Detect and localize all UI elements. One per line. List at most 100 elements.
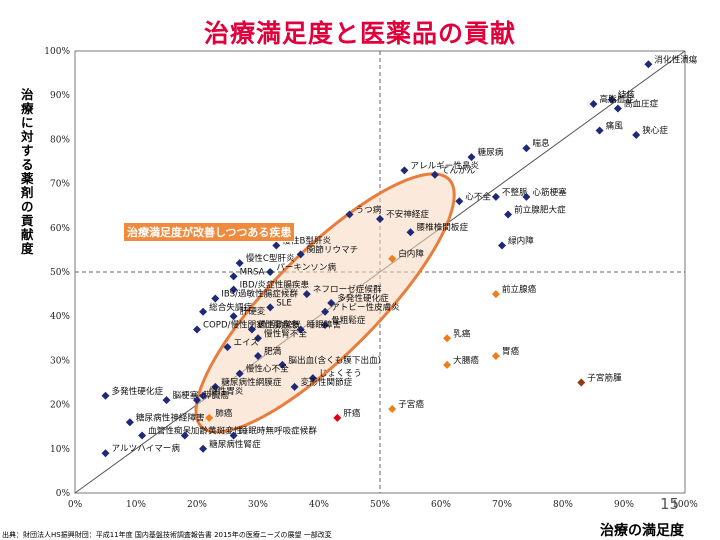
- data-label: MRSA: [240, 267, 265, 277]
- x-tick-label: 70%: [492, 500, 512, 510]
- data-label: 血管性痴呆: [148, 425, 191, 437]
- data-label: 胃癌: [502, 345, 520, 357]
- data-point: [467, 153, 476, 162]
- y-tick-label: 30%: [50, 356, 70, 366]
- data-label: 肝癌: [343, 407, 361, 419]
- data-point: [193, 396, 201, 405]
- data-point: [101, 449, 110, 458]
- data-point: [278, 360, 287, 369]
- x-tick-label: 60%: [431, 500, 451, 510]
- data-point: [211, 294, 220, 303]
- y-tick-label: 40%: [50, 312, 70, 322]
- chart-title: 治療満足度と医薬品の貢献: [203, 19, 516, 48]
- data-point: [443, 334, 452, 343]
- data-label: 慢性腎不全: [264, 327, 307, 339]
- data-label: 糖尿病性神経障害: [136, 411, 205, 423]
- data-point: [272, 241, 281, 250]
- data-point: [491, 192, 500, 201]
- x-tick-label: 50%: [370, 500, 390, 510]
- data-point: [247, 325, 256, 334]
- data-label: 糖尿病: [478, 146, 504, 158]
- data-point: [223, 343, 232, 352]
- data-point: [229, 272, 238, 281]
- data-point: [321, 307, 330, 316]
- data-label: 脳出血(含くも膜下出血): [288, 354, 381, 366]
- data-label: 前立腺肥大症: [514, 204, 566, 216]
- data-label: 加齢黄斑変性: [191, 425, 243, 437]
- y-tick-label: 60%: [50, 224, 70, 234]
- data-label: 過活動膀胱: [258, 318, 301, 330]
- data-label: 子宮筋腫: [587, 372, 622, 384]
- data-label: 高血圧症: [624, 97, 659, 109]
- data-point: [296, 250, 305, 259]
- data-label: うつ病: [356, 204, 382, 216]
- data-label: SLE: [276, 298, 292, 308]
- data-label: 脳梗塞: [173, 389, 199, 401]
- data-point: [235, 369, 244, 378]
- data-point: [333, 413, 342, 422]
- data-label: 睡眠時無呼吸症候群: [240, 425, 318, 437]
- y-tick-label: 80%: [50, 135, 70, 145]
- data-label: 狭心症: [642, 124, 668, 136]
- data-label: 肥満: [264, 346, 282, 357]
- x-axis-label: 治療の満足度: [600, 523, 684, 539]
- x-tick-label: 90%: [614, 500, 634, 510]
- data-label: 大腸癌: [453, 354, 479, 366]
- data-label: 肝硬変: [240, 305, 266, 317]
- y-tick-label: 10%: [50, 445, 70, 455]
- data-point: [101, 391, 110, 400]
- data-point: [455, 197, 464, 206]
- data-label: 関節リウマチ: [307, 243, 359, 255]
- data-label: COPD/慢性閉塞性肺疾患: [203, 318, 300, 330]
- data-label: 多発性硬化症: [337, 292, 389, 304]
- data-point: [577, 378, 586, 387]
- data-point: [430, 170, 439, 179]
- data-label: じょくそう: [319, 368, 362, 379]
- data-label: 慢性心不全: [246, 363, 289, 375]
- source-note: 出典：財団法人HS振興財団：平成11年度 国内基盤技術調査報告書 2015年の医…: [2, 531, 332, 539]
- data-label: IBD/炎症性腸疾患: [240, 279, 310, 291]
- data-point: [491, 290, 500, 299]
- data-point: [162, 396, 171, 405]
- x-tick-label: 20%: [187, 500, 207, 510]
- data-point: [607, 95, 616, 104]
- data-label: 痛風: [606, 120, 624, 132]
- data-point: [254, 351, 262, 360]
- data-point: [193, 325, 201, 334]
- data-point: [308, 374, 317, 383]
- data-point: [400, 166, 409, 175]
- data-label: 結核: [618, 89, 636, 101]
- data-label: 消化性潰瘍: [654, 53, 697, 65]
- data-label: 肺癌: [215, 407, 233, 419]
- data-label: 睡眠障害: [307, 318, 342, 330]
- data-point: [595, 126, 604, 135]
- data-point: [321, 321, 330, 330]
- y-tick-label: 70%: [50, 180, 70, 190]
- data-label: 骨粗鬆症: [331, 314, 366, 326]
- data-point: [498, 241, 506, 250]
- data-point: [229, 285, 238, 294]
- data-label: 子宮癌: [398, 398, 424, 410]
- highlight-ellipse-group: [194, 172, 456, 434]
- data-point: [522, 192, 531, 201]
- data-point: [406, 228, 415, 237]
- data-label: 前立腺癌: [502, 283, 537, 295]
- data-label: 不安神経症: [386, 208, 429, 220]
- data-point: [266, 303, 275, 312]
- data-label: 慢性C型肝炎: [246, 252, 295, 264]
- data-label: 心不全: [465, 190, 491, 202]
- data-label: 高脂血症: [600, 93, 635, 105]
- data-point: [211, 382, 220, 391]
- data-label: ネフローゼ症候群: [313, 283, 382, 295]
- data-point: [345, 210, 354, 219]
- data-point: [589, 100, 598, 109]
- x-tick-label: 10%: [126, 500, 146, 510]
- data-label: 乳癌: [453, 327, 471, 339]
- data-point: [504, 210, 513, 219]
- data-label: 心筋梗塞: [532, 186, 567, 198]
- data-label: 膵臓癌: [203, 389, 229, 401]
- callout-label: 治療満足度が改善しつつある疾患: [123, 222, 296, 242]
- data-label: 白内障: [398, 248, 424, 260]
- data-point: [199, 444, 208, 453]
- data-point: [613, 104, 622, 113]
